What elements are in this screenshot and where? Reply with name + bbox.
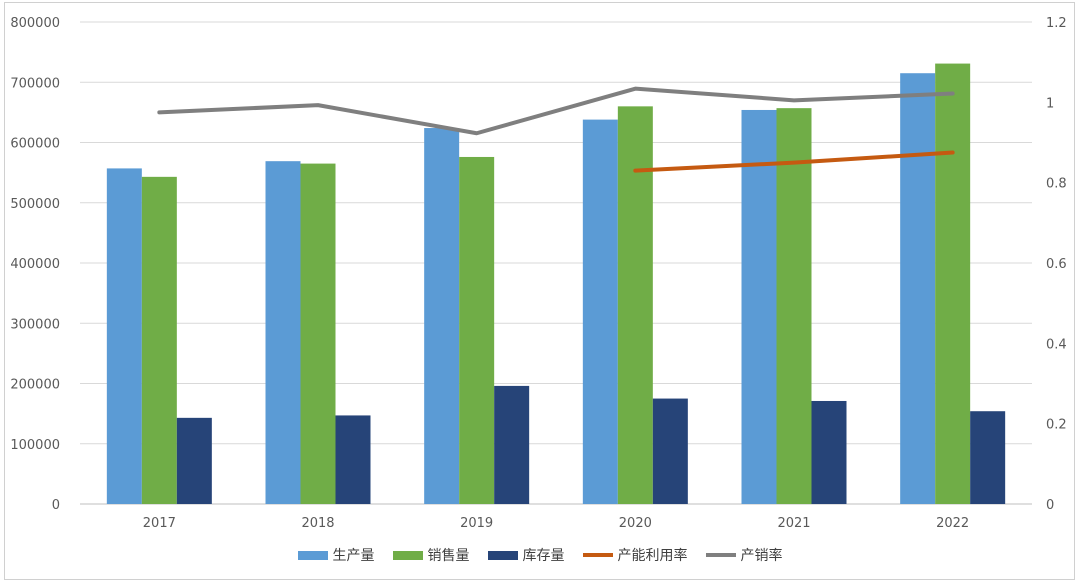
right-tick-label: 0 (1046, 498, 1054, 513)
legend-item: 库存量 (487, 545, 565, 565)
bar-销售量-2021 (776, 108, 812, 504)
x-tick-label: 2022 (936, 516, 969, 531)
right-tick-label: 1 (1046, 96, 1054, 111)
legend-item: 生产量 (297, 545, 375, 565)
x-tick-label: 2018 (301, 516, 334, 531)
bar-销售量-2020 (617, 106, 653, 504)
bar-库存量-2020 (652, 398, 688, 504)
bar-生产量-2020 (582, 119, 618, 504)
bar-库存量-2017 (176, 417, 212, 504)
bar-销售量-2019 (459, 156, 495, 504)
legend-label: 销售量 (427, 548, 470, 564)
bar-销售量-2018 (300, 163, 336, 504)
legend-label: 产销率 (740, 548, 783, 564)
bar-销售量-2022 (935, 63, 971, 504)
bar-生产量-2021 (741, 109, 777, 504)
left-tick-label: 700000 (10, 76, 60, 91)
legend-swatch (582, 553, 613, 557)
bar-生产量-2017 (106, 168, 142, 504)
line-产销率 (157, 86, 955, 136)
legend: 生产量 销售量 库存量 产能利用率 产销率 (0, 545, 1080, 565)
x-tick-label: 2021 (777, 516, 810, 531)
lines (157, 86, 955, 173)
right-tick-label: 1.2 (1046, 16, 1067, 31)
legend-swatch (487, 550, 518, 560)
bar-库存量-2022 (970, 411, 1006, 504)
right-tick-label: 0.8 (1046, 177, 1067, 192)
left-tick-label: 500000 (10, 197, 60, 212)
legend-swatch (297, 550, 328, 560)
x-axis-labels: 2017 2018 2019 2020 2021 2022 (143, 516, 969, 531)
legend-item: 产销率 (705, 545, 783, 565)
legend-label: 产能利用率 (617, 548, 688, 564)
bar-库存量-2019 (494, 385, 530, 504)
bar-生产量-2022 (900, 73, 936, 505)
left-tick-label: 600000 (10, 137, 60, 152)
left-tick-label: 200000 (10, 378, 60, 393)
left-tick-label: 800000 (10, 16, 60, 31)
line-产能利用率 (633, 150, 955, 173)
left-tick-label: 0 (52, 498, 60, 513)
bar-库存量-2021 (811, 400, 847, 504)
legend-swatch (705, 553, 736, 557)
left-tick-label: 400000 (10, 257, 60, 272)
x-tick-label: 2017 (143, 516, 176, 531)
x-tick-label: 2020 (619, 516, 652, 531)
right-tick-label: 0.4 (1046, 337, 1067, 352)
bar-库存量-2018 (335, 415, 371, 504)
right-axis-ticks: 0 0.2 0.4 0.6 0.8 1 1.2 (1046, 16, 1067, 513)
right-tick-label: 0.2 (1046, 418, 1067, 433)
x-tick-label: 2019 (460, 516, 493, 531)
bar-生产量-2019 (424, 128, 460, 505)
bar-销售量-2017 (141, 176, 177, 504)
legend-swatch (392, 550, 423, 560)
bars (106, 63, 1006, 505)
legend-item: 销售量 (392, 545, 470, 565)
combo-chart: 0 100000 200000 300000 400000 500000 600000 700… (10, 16, 1067, 531)
legend-label: 库存量 (522, 548, 565, 564)
right-tick-label: 0.6 (1046, 257, 1067, 272)
bar-生产量-2018 (265, 161, 301, 505)
legend-label: 生产量 (332, 548, 375, 564)
gridlines (80, 21, 1032, 505)
legend-item: 产能利用率 (582, 545, 688, 565)
left-axis-ticks: 0 100000 200000 300000 400000 500000 600000 700… (10, 16, 60, 513)
left-tick-label: 100000 (10, 438, 60, 453)
left-tick-label: 300000 (10, 317, 60, 332)
